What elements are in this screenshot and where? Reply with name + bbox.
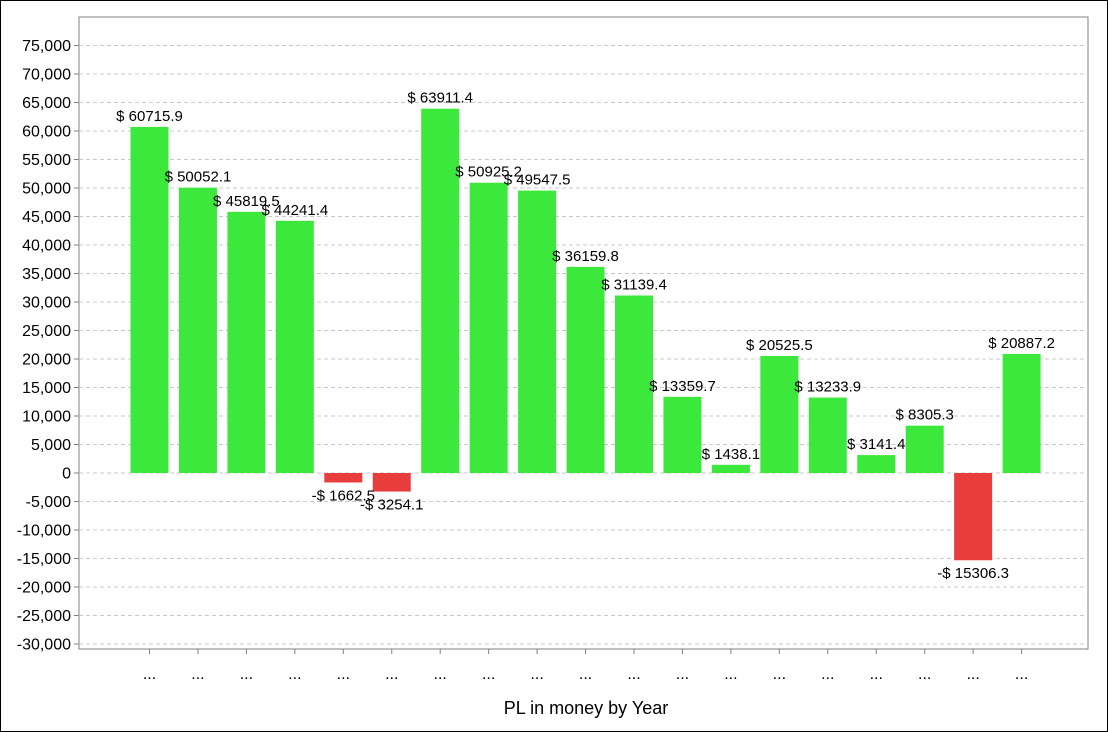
bar [566, 266, 605, 473]
y-tick-label: -10,000 [17, 523, 71, 540]
x-tick-label: ... [482, 666, 495, 683]
bar-data-label: $ 44241.4 [261, 202, 328, 219]
bar-data-label: -$ 3254.1 [360, 497, 423, 514]
x-tick-label: ... [1015, 666, 1028, 683]
x-axis-label: PL in money by Year [504, 698, 668, 718]
bar-data-label: $ 49547.5 [504, 172, 571, 189]
bars [130, 108, 1041, 561]
bar [905, 425, 944, 473]
y-axis: -30,000 -25,000 -20,000 -15,000 -10,000 -5,00… [17, 38, 79, 654]
bar [178, 187, 217, 473]
x-tick-label: ... [773, 666, 786, 683]
x-tick-label: ... [627, 666, 640, 683]
bar-data-label: $ 63911.4 [407, 90, 473, 107]
bar-data-label: $ 1438.1 [702, 446, 760, 463]
bar-data-label: $ 20887.2 [988, 335, 1055, 352]
bar-data-label: $ 31139.4 [601, 277, 667, 294]
bar-data-label: $ 3141.4 [847, 436, 905, 453]
x-tick-label: ... [530, 666, 543, 683]
y-tick-label: -15,000 [17, 551, 71, 568]
bar [275, 220, 314, 473]
bar-data-label: $ 13233.9 [794, 379, 861, 396]
y-tick-label: -20,000 [17, 580, 71, 597]
bar-data-label: $ 8305.3 [896, 407, 954, 424]
y-tick-label: -5,000 [26, 494, 71, 511]
x-tick-label: ... [191, 666, 204, 683]
y-tick-label: 10,000 [22, 409, 71, 426]
bar-data-label: -$ 15306.3 [937, 565, 1009, 582]
bar-data-label: $ 13359.7 [649, 378, 716, 395]
bar-data-label: $ 60715.9 [116, 108, 183, 125]
bar-data-label: $ 50925.2 [455, 164, 522, 181]
y-tick-label: 5,000 [31, 437, 71, 454]
bar [469, 182, 508, 473]
y-tick-label: 65,000 [22, 95, 71, 112]
x-tick-label: ... [337, 666, 350, 683]
bar [130, 126, 169, 473]
bar [857, 455, 896, 473]
y-tick-label: 35,000 [22, 266, 71, 283]
y-tick-label: 75,000 [22, 38, 71, 55]
y-tick-label: 60,000 [22, 124, 71, 141]
y-tick-label: 25,000 [22, 323, 71, 340]
bar [518, 190, 557, 473]
x-tick-label: ... [288, 666, 301, 683]
data-labels: $ 60715.9 $ 50052.1 $ 45819.5$ 44241.4 -$ 1… [116, 90, 1055, 583]
bar [808, 397, 847, 473]
y-tick-label: -25,000 [17, 608, 71, 625]
bar-data-label: $ 36159.8 [552, 248, 619, 265]
x-axis: ........................................… [143, 649, 1028, 683]
bar [663, 396, 702, 473]
bar [372, 473, 411, 492]
y-tick-label: 20,000 [22, 352, 71, 369]
y-tick-label: -30,000 [17, 637, 71, 654]
y-tick-label: 55,000 [22, 152, 71, 169]
bar [615, 295, 653, 473]
y-tick-label: 15,000 [22, 380, 71, 397]
bar [324, 473, 363, 483]
x-tick-label: ... [870, 666, 883, 683]
x-tick-label: ... [966, 666, 979, 683]
x-tick-label: ... [240, 666, 253, 683]
x-tick-label: ... [676, 666, 689, 683]
y-tick-label: 30,000 [22, 295, 71, 312]
bar-data-label: $ 50052.1 [165, 169, 232, 186]
y-tick-label: 45,000 [22, 209, 71, 226]
bar-data-label: $ 45819.5 [213, 193, 280, 210]
y-tick-label: 0 [62, 466, 71, 483]
x-tick-label: ... [579, 666, 592, 683]
y-tick-label: 40,000 [22, 238, 71, 255]
x-tick-label: ... [385, 666, 398, 683]
bar [421, 108, 460, 473]
x-tick-label: ... [918, 666, 931, 683]
bar-data-label: $ 20525.5 [746, 337, 813, 354]
bar-data-label: -$ 1662.5 [312, 487, 375, 504]
x-tick-label: ... [143, 666, 156, 683]
y-tick-label: 70,000 [22, 67, 71, 84]
bar [711, 464, 750, 473]
bar [1002, 353, 1041, 473]
bar [760, 356, 799, 473]
bar [227, 211, 266, 473]
x-tick-label: ... [821, 666, 834, 683]
x-tick-label: ... [724, 666, 737, 683]
x-tick-label: ... [434, 666, 447, 683]
bar [954, 473, 993, 561]
y-tick-label: 50,000 [22, 181, 71, 198]
